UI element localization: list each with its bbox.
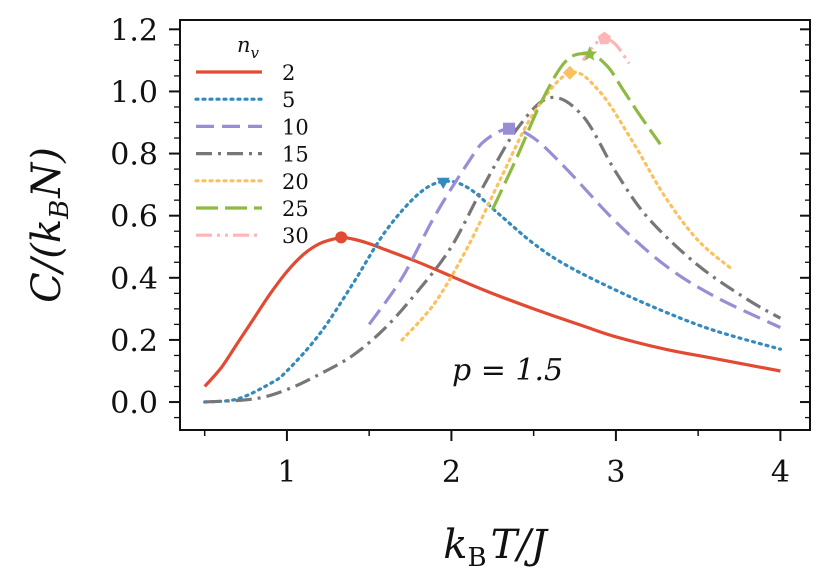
annotation-p-value: p = 1.5 — [452, 353, 563, 388]
series-line-nv-25 — [491, 52, 662, 211]
series-line-nv-2 — [203, 235, 781, 388]
legend-label-nv-30: 30 — [282, 224, 309, 248]
y-axis-title: C/(kBN) — [24, 147, 75, 303]
legend-title: nv — [237, 33, 260, 62]
y-tick-label: 1.2 — [110, 13, 158, 48]
x-tick-label: 2 — [442, 455, 461, 490]
y-tick-label: 0.6 — [110, 200, 158, 235]
x-tick-label: 1 — [277, 455, 296, 490]
peak-marker-nv-20 — [562, 65, 577, 80]
peak-marker-nv-5 — [436, 177, 450, 189]
y-tick-label: 1.0 — [110, 75, 158, 110]
series-line-nv-20 — [400, 70, 733, 342]
x-tick-label: 3 — [606, 455, 625, 490]
legend-label-nv-20: 20 — [282, 170, 309, 194]
y-tick-label: 0.0 — [110, 386, 158, 421]
series-line-nv-10 — [367, 127, 782, 329]
legend-label-nv-2: 2 — [282, 61, 295, 85]
legend-label-nv-25: 25 — [282, 197, 309, 221]
axes-layer: 1 2 3 4 0.0 0.2 0.4 0.6 0.8 1.0 1.2 — [110, 13, 811, 490]
x-tick-label: 4 — [771, 455, 790, 490]
x-axis-title: kB T/J — [443, 522, 549, 573]
series-line-nv-5 — [203, 179, 782, 404]
peak-marker-nv-25 — [582, 46, 598, 61]
peak-marker-nv-30 — [597, 31, 611, 45]
legend-label-nv-15: 15 — [282, 143, 309, 167]
legend-label-nv-5: 5 — [282, 88, 295, 112]
series-line-nv-15 — [204, 95, 782, 404]
legend-label-nv-10: 10 — [282, 115, 309, 139]
y-tick-label: 0.4 — [110, 262, 158, 297]
peak-marker-nv-10 — [502, 122, 515, 135]
y-tick-label: 0.8 — [110, 138, 158, 173]
peak-marker-nv-2 — [335, 231, 348, 244]
y-tick-label: 0.2 — [110, 324, 158, 359]
peak-marker-layer — [335, 31, 611, 244]
plot-frame — [179, 19, 811, 431]
